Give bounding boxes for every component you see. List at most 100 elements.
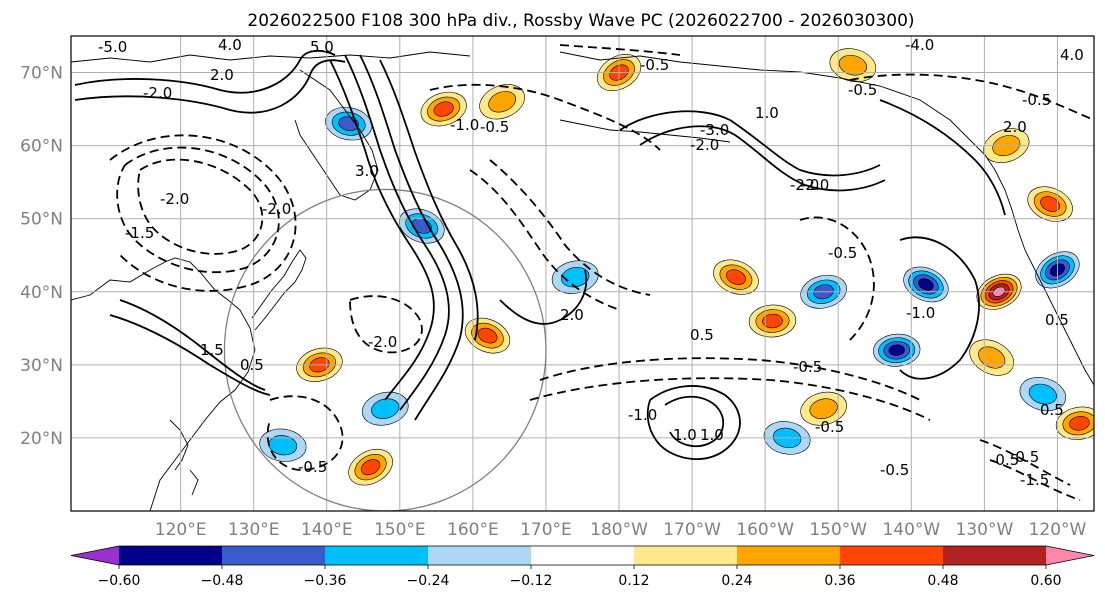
contour-label: 0.5 — [240, 356, 264, 374]
contour-label: -3.0 — [700, 121, 729, 139]
shade-level — [433, 101, 454, 117]
contour-label: 2.0 — [210, 66, 234, 84]
shade-level — [838, 54, 867, 76]
shade-level — [726, 269, 746, 285]
contour-negative — [539, 357, 921, 401]
colorbar-segment — [222, 546, 326, 565]
contour-label: -1.5 — [1020, 471, 1049, 489]
lat-label: 70°N — [20, 64, 63, 84]
shade-level — [488, 91, 516, 113]
contour-label: 2.0 — [560, 306, 584, 324]
contour-label: 1.0 — [673, 426, 697, 444]
shade-level — [561, 266, 590, 288]
contour-label: 1.0 — [755, 104, 779, 122]
range-ring — [223, 188, 547, 511]
colorbar-extend-max — [1046, 546, 1094, 565]
contour-label: -0.5 — [1010, 448, 1039, 466]
contour-negative — [529, 377, 931, 421]
divergence-feature — [361, 391, 409, 426]
divergence-feature — [873, 333, 921, 367]
contour-label: -0.5 — [640, 56, 669, 74]
contour-positive — [646, 385, 741, 460]
map-frame — [70, 35, 1095, 512]
shade-level — [1028, 383, 1057, 405]
divergence-feature — [748, 304, 797, 338]
contour-label: 4.0 — [1060, 46, 1084, 64]
divergence-feature — [969, 339, 1015, 376]
contour-label: -2.0 — [368, 333, 397, 351]
contour-negative — [116, 146, 280, 274]
contour-label: -2.0 — [800, 176, 829, 194]
contour-label: 1.5 — [200, 341, 224, 359]
contour-positive — [329, 59, 435, 401]
shade-level — [477, 327, 498, 344]
lon-label: 120°E — [155, 520, 207, 540]
shade-level — [809, 398, 838, 419]
negative-contours — [109, 44, 1094, 501]
shade-level — [918, 278, 934, 291]
colorbar: −0.60 −0.48 −0.36 −0.24 −0.12 0.12 0.24 0.36 0.4… — [70, 545, 1095, 589]
contour-label: -0.5 — [880, 461, 909, 479]
divergence-feature — [325, 106, 373, 141]
colorbar-segment — [428, 546, 532, 565]
contour-positive — [499, 269, 588, 325]
divergence-feature — [464, 317, 511, 354]
contour-label: -2.0 — [160, 190, 189, 208]
divergence-feature — [1019, 377, 1067, 412]
contour-labels: -5.0 4.0 5.0 -2.0 2.0 -1.0 3.0 -0.5 -4.0… — [98, 36, 1084, 489]
lon-label: 130°E — [228, 520, 280, 540]
contour-label: -0.5 — [793, 358, 822, 376]
contour-positive — [74, 49, 336, 94]
longitude-labels: 120°E 130°E 140°E 150°E 160°E 170°E 180°W 170°W… — [155, 520, 1087, 540]
contour-label: -0.5 — [815, 418, 844, 436]
contour-positive — [899, 236, 980, 380]
contour-positive — [619, 110, 881, 177]
contour-label: 2.0 — [1003, 118, 1027, 136]
lat-label: 50°N — [20, 210, 63, 230]
contour-positive — [74, 59, 346, 114]
shade-level — [360, 459, 381, 476]
colorbar-segment — [119, 546, 223, 565]
contour-positive — [879, 99, 1006, 216]
coastlines — [71, 51, 1094, 511]
lat-label: 60°N — [20, 137, 63, 157]
contour-label: -4.0 — [905, 36, 934, 54]
positive-contours — [74, 49, 1006, 460]
divergence-feature — [1055, 406, 1094, 440]
colorbar-segment — [840, 546, 944, 565]
contour-label: 4.0 — [218, 36, 242, 54]
coastline-kamchatka — [294, 69, 379, 201]
colorbar-segment — [634, 546, 738, 565]
coastline-aleutians — [559, 119, 731, 143]
contour-negative — [489, 159, 651, 296]
coastline-alaska — [559, 51, 996, 171]
contour-negative — [429, 83, 661, 151]
divergence-feature — [903, 266, 949, 303]
contour-negative — [349, 295, 423, 354]
contour-negative — [559, 44, 681, 56]
lon-label: 170°W — [663, 520, 721, 540]
coastline-philippines — [169, 419, 199, 496]
contour-label: -2.0 — [262, 200, 291, 218]
lon-label: 160°E — [447, 520, 499, 540]
contour-positive — [379, 59, 479, 341]
coastline-siberia — [71, 51, 471, 63]
contour-negative — [266, 395, 344, 471]
contour-label: -2.0 — [790, 176, 819, 194]
contour-label: 1.0 — [700, 426, 724, 444]
lon-label: 180°W — [590, 520, 648, 540]
colorbar-tick-label: −0.12 — [510, 573, 553, 589]
contour-label: 5.0 — [310, 38, 334, 56]
lat-label: 20°N — [20, 429, 63, 449]
contour-negative — [849, 73, 1094, 121]
contour-label: -0.5 — [990, 451, 1019, 469]
divergence-feature — [800, 391, 847, 426]
contour-negative — [989, 459, 1081, 501]
lon-label: 150°W — [809, 520, 867, 540]
coastline-asia — [71, 257, 256, 511]
contour-positive — [639, 125, 886, 192]
divergence-feature — [713, 259, 759, 295]
contour-positive — [119, 299, 266, 391]
colorbar-segment — [737, 546, 841, 565]
